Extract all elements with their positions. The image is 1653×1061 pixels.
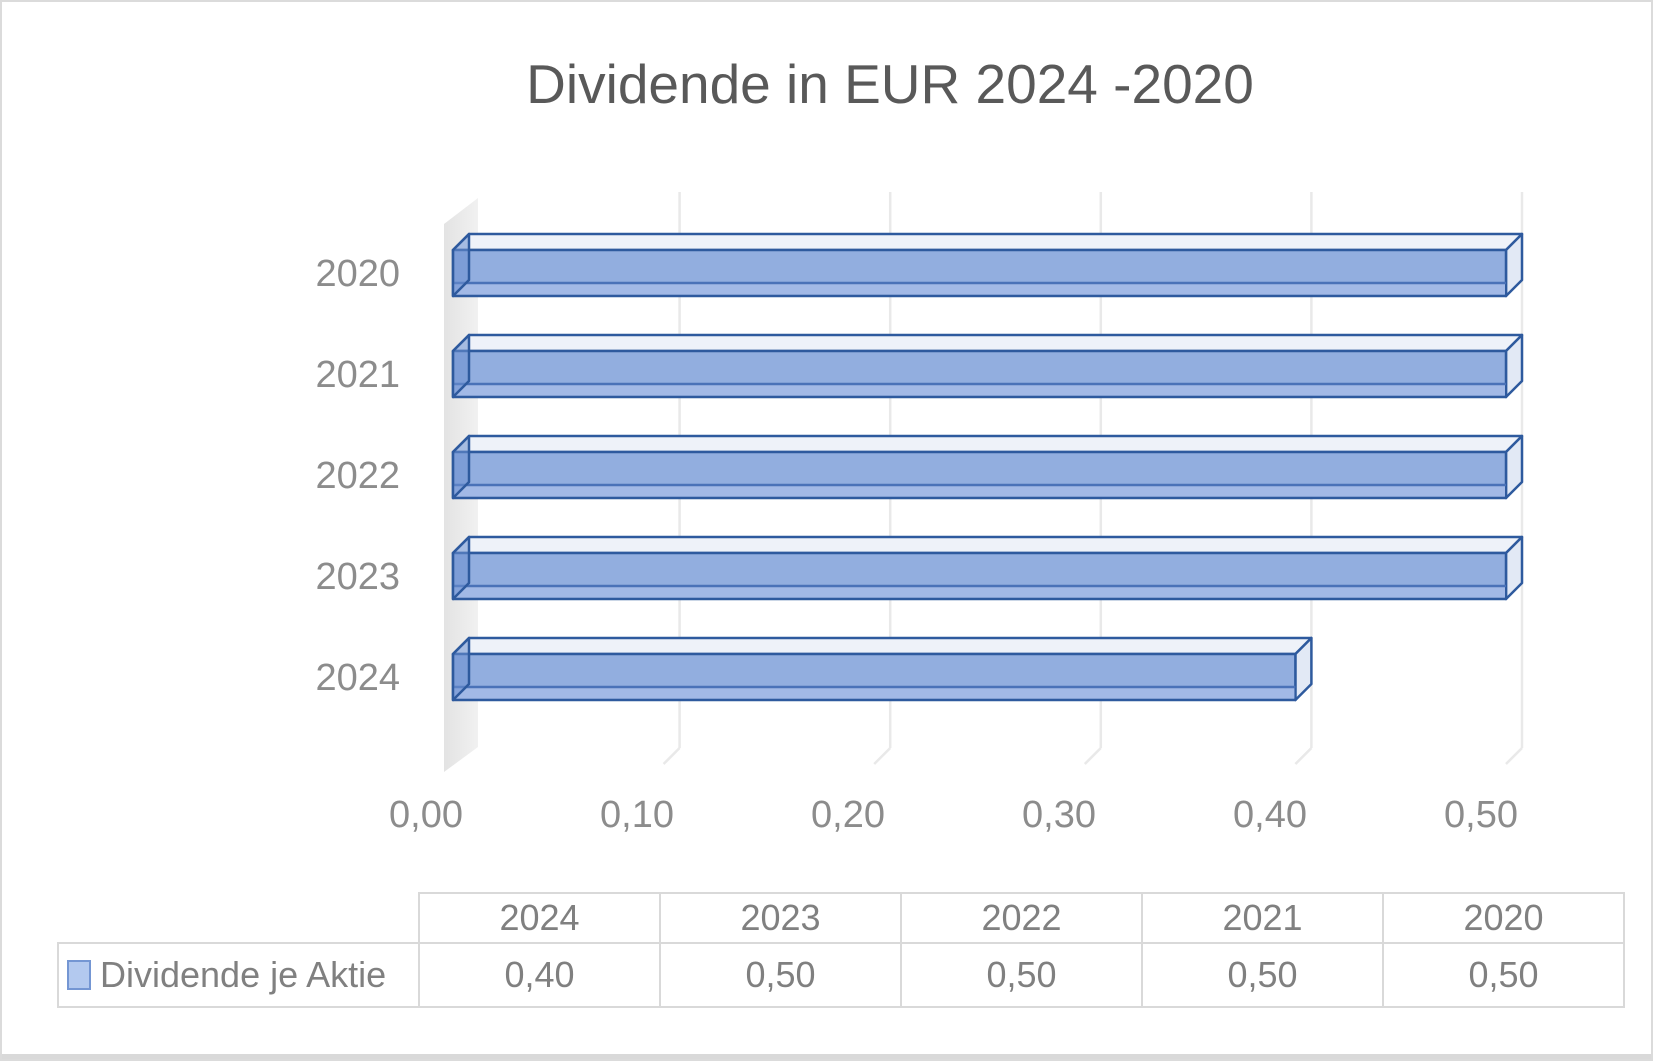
bar-2024[interactable]: [451, 636, 1313, 702]
gridline-floor-foot: [873, 747, 892, 765]
table-value-cell: 0,50: [1141, 942, 1384, 1008]
bar-face: [451, 535, 471, 601]
x-axis-label: 0,10: [600, 794, 674, 836]
chart-title[interactable]: Dividende in EUR 2024 -2020: [526, 53, 1254, 115]
bar-face: [451, 434, 471, 500]
bar-face: [451, 636, 1313, 656]
gridline-floor-foot: [1294, 747, 1313, 765]
bar-face: [451, 232, 1524, 252]
bar-face: [451, 333, 1524, 353]
bar-2021[interactable]: [451, 333, 1524, 399]
table-value-cell: 0,50: [1382, 942, 1625, 1008]
series-name: Dividende je Aktie: [100, 954, 387, 995]
bar-bottom-strip: [454, 283, 1505, 295]
gridline-floor-foot: [1083, 747, 1102, 765]
bar-2022[interactable]: [451, 434, 1524, 500]
table-value-cell: 0,50: [659, 942, 902, 1008]
y-axis-label-2023: 2023: [315, 556, 400, 598]
table-header-2022: 2022: [900, 892, 1143, 944]
table-header-2021: 2021: [1141, 892, 1384, 944]
x-axis-label: 0,30: [1022, 794, 1096, 836]
bar-bottom-strip: [454, 687, 1295, 699]
x-axis-label: 0,00: [389, 794, 463, 836]
x-axis-label: 0,40: [1233, 794, 1307, 836]
table-value-cell: 0,50: [900, 942, 1143, 1008]
table-value-cell: 0,40: [418, 942, 661, 1008]
gridline-floor-foot: [1505, 747, 1523, 765]
series-label-cell: Dividende je Aktie: [57, 942, 420, 1008]
y-axis-label-2022: 2022: [315, 455, 400, 497]
data-table[interactable]: 2024 2023 2022 2021 2020 Dividende je Aktie 0,…: [57, 892, 1625, 1008]
y-axis-label-2021: 2021: [315, 354, 400, 396]
y-axis-label-2024: 2024: [315, 657, 400, 699]
legend-swatch: [67, 960, 91, 990]
bar-2023[interactable]: [451, 535, 1524, 601]
x-axis-label: 0,20: [811, 794, 885, 836]
bar-bottom-strip: [454, 384, 1505, 396]
gridline-floor-foot: [662, 747, 681, 765]
bar-face: [451, 535, 1524, 555]
x-axis-label: 0,50: [1444, 794, 1518, 836]
window-bottom-edge: [0, 1054, 1653, 1061]
bar-face: [451, 636, 471, 702]
bar-face: [451, 434, 1524, 454]
y-axis-label-2020: 2020: [315, 253, 400, 295]
table-header-2020: 2020: [1382, 892, 1625, 944]
table-corner-cell: [58, 893, 419, 943]
bar-2020[interactable]: [451, 232, 1524, 298]
bar-bottom-strip: [454, 485, 1505, 497]
table-header-2024: 2024: [418, 892, 661, 944]
bar-bottom-strip: [454, 586, 1505, 598]
bar-face: [451, 232, 471, 298]
table-header-2023: 2023: [659, 892, 902, 944]
bar-face: [451, 333, 471, 399]
